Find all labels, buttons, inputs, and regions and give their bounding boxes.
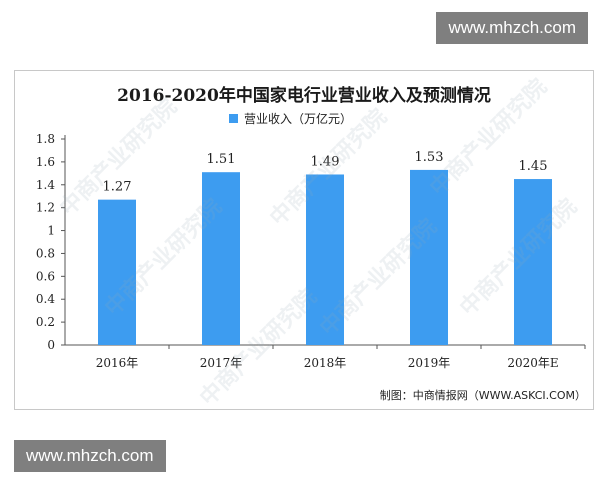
y-tick-label: 1.8 <box>36 132 55 146</box>
x-tick-label: 2018年 <box>304 356 347 370</box>
bar <box>410 169 448 345</box>
bar-value-labels: 1.27 1.51 1.49 1.53 1.45 <box>103 150 548 195</box>
bar-value-label: 1.45 <box>519 159 548 174</box>
bar <box>202 172 240 345</box>
y-tick-label: 0 <box>47 338 55 352</box>
y-tick-label: 1.2 <box>36 201 55 215</box>
y-tick-label: 0.8 <box>36 246 55 260</box>
site-url-badge-bottom: www.mhzch.com <box>14 440 166 472</box>
bar <box>306 174 344 345</box>
x-tick-label: 2019年 <box>408 356 451 370</box>
y-tick-label: 1.6 <box>36 155 55 169</box>
y-tick-label: 1.4 <box>36 178 55 192</box>
y-tick-label: 0.2 <box>36 315 55 329</box>
chart-frame: 2016-2020年中国家电行业营业收入及预测情况 营业收入（万亿元） 0 0.2… <box>14 70 594 410</box>
y-tick-label: 0.4 <box>36 292 55 306</box>
x-tick-label: 2020年E <box>507 356 558 370</box>
y-tick-label: 1 <box>47 224 55 238</box>
chart-title: 2016-2020年中国家电行业营业收入及预测情况 <box>117 85 491 106</box>
x-tick-label: 2016年 <box>96 356 139 370</box>
x-tick-label: 2017年 <box>200 356 243 370</box>
legend-label: 营业收入（万亿元） <box>244 111 352 126</box>
bars <box>98 169 552 345</box>
y-tick-label: 0.6 <box>36 269 55 283</box>
bar-chart: 2016-2020年中国家电行业营业收入及预测情况 营业收入（万亿元） 0 0.2… <box>36 85 586 402</box>
source-note: 制图：中商情报网（WWW.ASKCI.COM） <box>380 388 586 402</box>
x-axis: 2016年 2017年 2018年 2019年 2020年E <box>65 344 586 370</box>
bar <box>514 179 552 345</box>
y-axis: 0 0.2 0.4 0.6 0.8 1 1.2 1.4 1.6 1.8 <box>36 132 66 352</box>
bar-value-label: 1.51 <box>207 152 236 167</box>
bar-value-label: 1.53 <box>415 150 444 165</box>
bar <box>98 199 136 345</box>
legend-swatch <box>229 114 238 123</box>
site-url-badge-top: www.mhzch.com <box>436 12 588 44</box>
bar-value-label: 1.27 <box>103 180 132 195</box>
bar-value-label: 1.49 <box>311 154 340 169</box>
